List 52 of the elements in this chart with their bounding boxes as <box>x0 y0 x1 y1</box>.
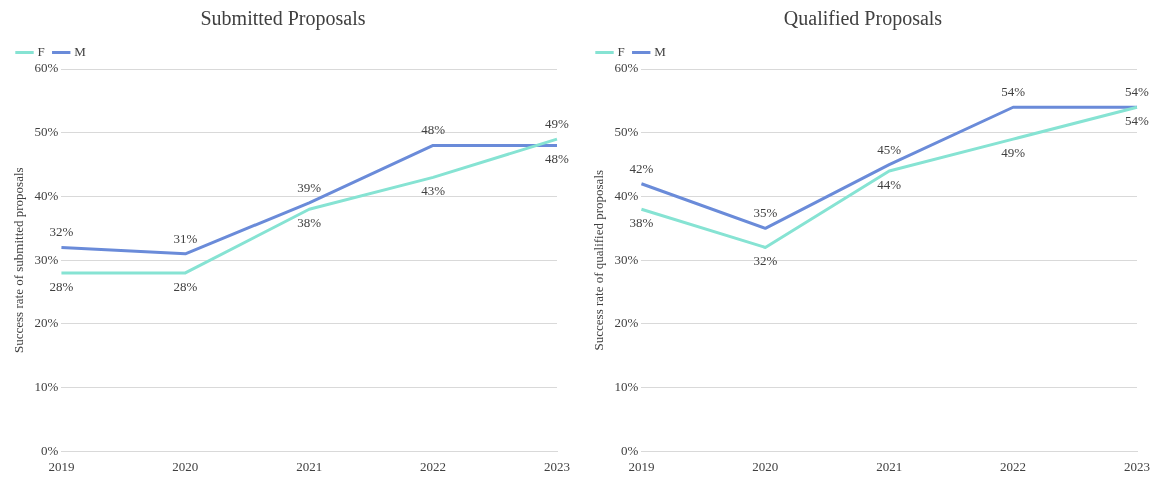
x-tick-label: 2022 <box>1000 458 1027 474</box>
y-tick-label: 10% <box>614 379 639 395</box>
x-tick-label: 2019 <box>48 458 75 474</box>
data-label: 49% <box>545 116 570 132</box>
y-tick-label: 30% <box>34 251 59 267</box>
data-label: 54% <box>1001 84 1026 100</box>
data-label: 32% <box>49 224 74 240</box>
data-label: 39% <box>297 179 322 195</box>
x-tick-label: 2019 <box>628 458 655 474</box>
data-label: 42% <box>629 160 654 176</box>
chart-title: Qualified Proposals <box>783 7 943 31</box>
y-tick-label: 40% <box>614 187 639 203</box>
x-tick-label: 2020 <box>752 458 779 474</box>
data-label: 49% <box>1001 145 1026 161</box>
legend-label: M <box>74 43 87 59</box>
data-label: 31% <box>173 230 198 246</box>
y-tick-label: 50% <box>614 124 639 140</box>
y-tick-label: 60% <box>34 60 59 76</box>
x-tick-label: 2023 <box>1124 458 1150 474</box>
y-axis-title: Success rate of qualified proposals <box>591 169 607 351</box>
data-label: 28% <box>173 278 198 294</box>
y-tick-label: 20% <box>614 315 639 331</box>
y-tick-label: 0% <box>621 442 639 458</box>
data-label: 32% <box>753 253 778 269</box>
y-tick-label: 60% <box>614 60 639 76</box>
data-label: 28% <box>49 278 74 294</box>
data-label: 48% <box>421 122 446 138</box>
data-label: 54% <box>1125 84 1150 100</box>
x-tick-label: 2021 <box>876 458 903 474</box>
x-tick-label: 2020 <box>172 458 199 474</box>
y-tick-label: 30% <box>614 251 639 267</box>
legend-label: F <box>37 43 45 59</box>
chart-title: Submitted Proposals <box>200 7 366 31</box>
x-tick-label: 2022 <box>420 458 447 474</box>
legend-label: M <box>654 43 667 59</box>
y-tick-label: 50% <box>34 124 59 140</box>
y-tick-label: 20% <box>34 315 59 331</box>
data-label: 43% <box>421 183 446 199</box>
data-label: 45% <box>877 141 902 157</box>
data-label: 48% <box>545 151 570 167</box>
y-tick-label: 0% <box>41 442 59 458</box>
x-tick-label: 2021 <box>296 458 323 474</box>
data-label: 35% <box>753 205 778 221</box>
y-tick-label: 10% <box>34 379 59 395</box>
data-label: 44% <box>877 176 902 192</box>
data-label: 38% <box>297 215 322 231</box>
data-label: 38% <box>629 215 654 231</box>
data-label: 54% <box>1125 113 1150 129</box>
x-tick-label: 2023 <box>544 458 570 474</box>
y-axis-title: Success rate of submitted proposals <box>11 167 27 353</box>
y-tick-label: 40% <box>34 187 59 203</box>
legend-label: F <box>617 43 625 59</box>
